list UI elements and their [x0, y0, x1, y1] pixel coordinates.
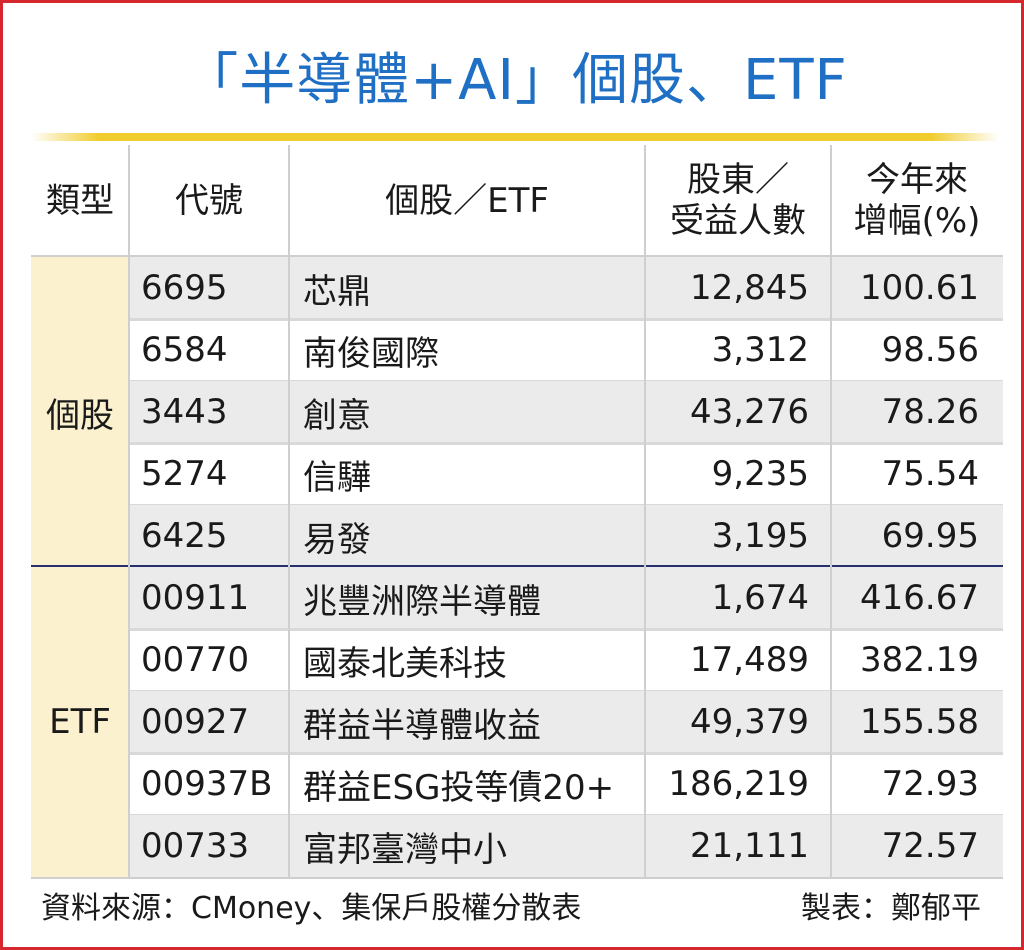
cell-holders: 21,111	[690, 826, 809, 866]
table-row: 00770 國泰北美科技 17,489 382.19	[129, 629, 1003, 691]
cell-name: 創意	[303, 395, 371, 436]
column-rule	[830, 145, 832, 877]
table-row: 5274 信驊 9,235 75.54	[129, 443, 1003, 505]
cell-change: 75.54	[881, 454, 979, 494]
cell-change: 72.93	[881, 764, 979, 804]
column-rule	[288, 145, 290, 877]
table-row: 6584 南俊國際 3,312 98.56	[129, 319, 1003, 381]
cell-change: 155.58	[860, 702, 979, 742]
table-row: 6425 易發 3,195 69.95	[129, 505, 1003, 567]
group-type-1: ETF	[31, 567, 129, 877]
header-holders: 股東／ 受益人數	[670, 160, 806, 241]
header-code: 代號	[175, 180, 243, 221]
cell-change: 416.67	[860, 578, 979, 618]
table-row: 00927 群益半導體收益 49,379 155.58	[129, 691, 1003, 753]
source-note: 資料來源：CMoney、集保戶股權分散表	[41, 891, 582, 926]
cell-name: 兆豐洲際半導體	[303, 581, 541, 622]
cell-holders: 49,379	[690, 702, 809, 742]
cell-change: 98.56	[881, 330, 979, 370]
row-separator	[129, 628, 1003, 631]
cell-name: 群益半導體收益	[303, 705, 541, 746]
cell-code: 5274	[141, 454, 228, 494]
column-rule	[644, 145, 646, 877]
maker-note: 製表：鄭郁平	[801, 891, 981, 926]
table-row: 00937B 群益ESG投等債20+ 186,219 72.93	[129, 753, 1003, 815]
cell-code: 6584	[141, 330, 228, 370]
row-separator	[129, 442, 1003, 445]
table-bottom-rule	[31, 877, 1003, 879]
cell-change: 69.95	[881, 516, 979, 556]
cell-change: 100.61	[860, 268, 979, 308]
cell-code: 3443	[141, 392, 228, 432]
cell-holders: 43,276	[690, 392, 809, 432]
cell-code: 6695	[141, 268, 228, 308]
cell-code: 00770	[141, 640, 250, 680]
cell-name: 信驊	[303, 457, 371, 498]
cell-holders: 186,219	[668, 764, 809, 804]
chart-title: 「半導體+AI」個股、ETF	[182, 48, 848, 113]
cell-holders: 1,674	[711, 578, 809, 618]
header-change: 今年來 增幅(%)	[853, 160, 981, 241]
cell-holders: 3,195	[711, 516, 809, 556]
cell-name: 群益ESG投等債20+	[303, 767, 615, 808]
table-row: 6695 芯鼎 12,845 100.61	[129, 257, 1003, 319]
table-row: 00911 兆豐洲際半導體 1,674 416.67	[129, 567, 1003, 629]
cell-code: 00911	[141, 578, 250, 618]
cell-code: 00733	[141, 826, 250, 866]
table-header-row: 類型 代號 個股／ETF 股東／ 受益人數 今年來 增幅(%)	[31, 145, 1003, 257]
group-type-0: 個股	[31, 257, 129, 567]
table-row: 00733 富邦臺灣中小 21,111 72.57	[129, 815, 1003, 877]
cell-change: 72.57	[881, 826, 979, 866]
cell-holders: 9,235	[711, 454, 809, 494]
row-separator	[129, 752, 1003, 755]
header-bottom-rule	[31, 255, 1003, 257]
cell-code: 00937B	[141, 764, 273, 804]
cell-change: 78.26	[881, 392, 979, 432]
cell-name: 芯鼎	[303, 271, 371, 312]
column-rule	[128, 145, 130, 877]
row-separator	[129, 318, 1003, 321]
cell-holders: 3,312	[711, 330, 809, 370]
cell-holders: 17,489	[690, 640, 809, 680]
table-row: 3443 創意 43,276 78.26	[129, 381, 1003, 443]
header-type: 類型	[46, 180, 114, 221]
cell-holders: 12,845	[690, 268, 809, 308]
cell-change: 382.19	[860, 640, 979, 680]
cell-name: 富邦臺灣中小	[303, 829, 507, 870]
title-underline	[31, 133, 999, 141]
header-name: 個股／ETF	[385, 180, 549, 221]
cell-code: 00927	[141, 702, 250, 742]
cell-name: 國泰北美科技	[303, 643, 507, 684]
cell-name: 南俊國際	[303, 333, 439, 374]
cell-name: 易發	[303, 519, 371, 560]
cell-code: 6425	[141, 516, 228, 556]
